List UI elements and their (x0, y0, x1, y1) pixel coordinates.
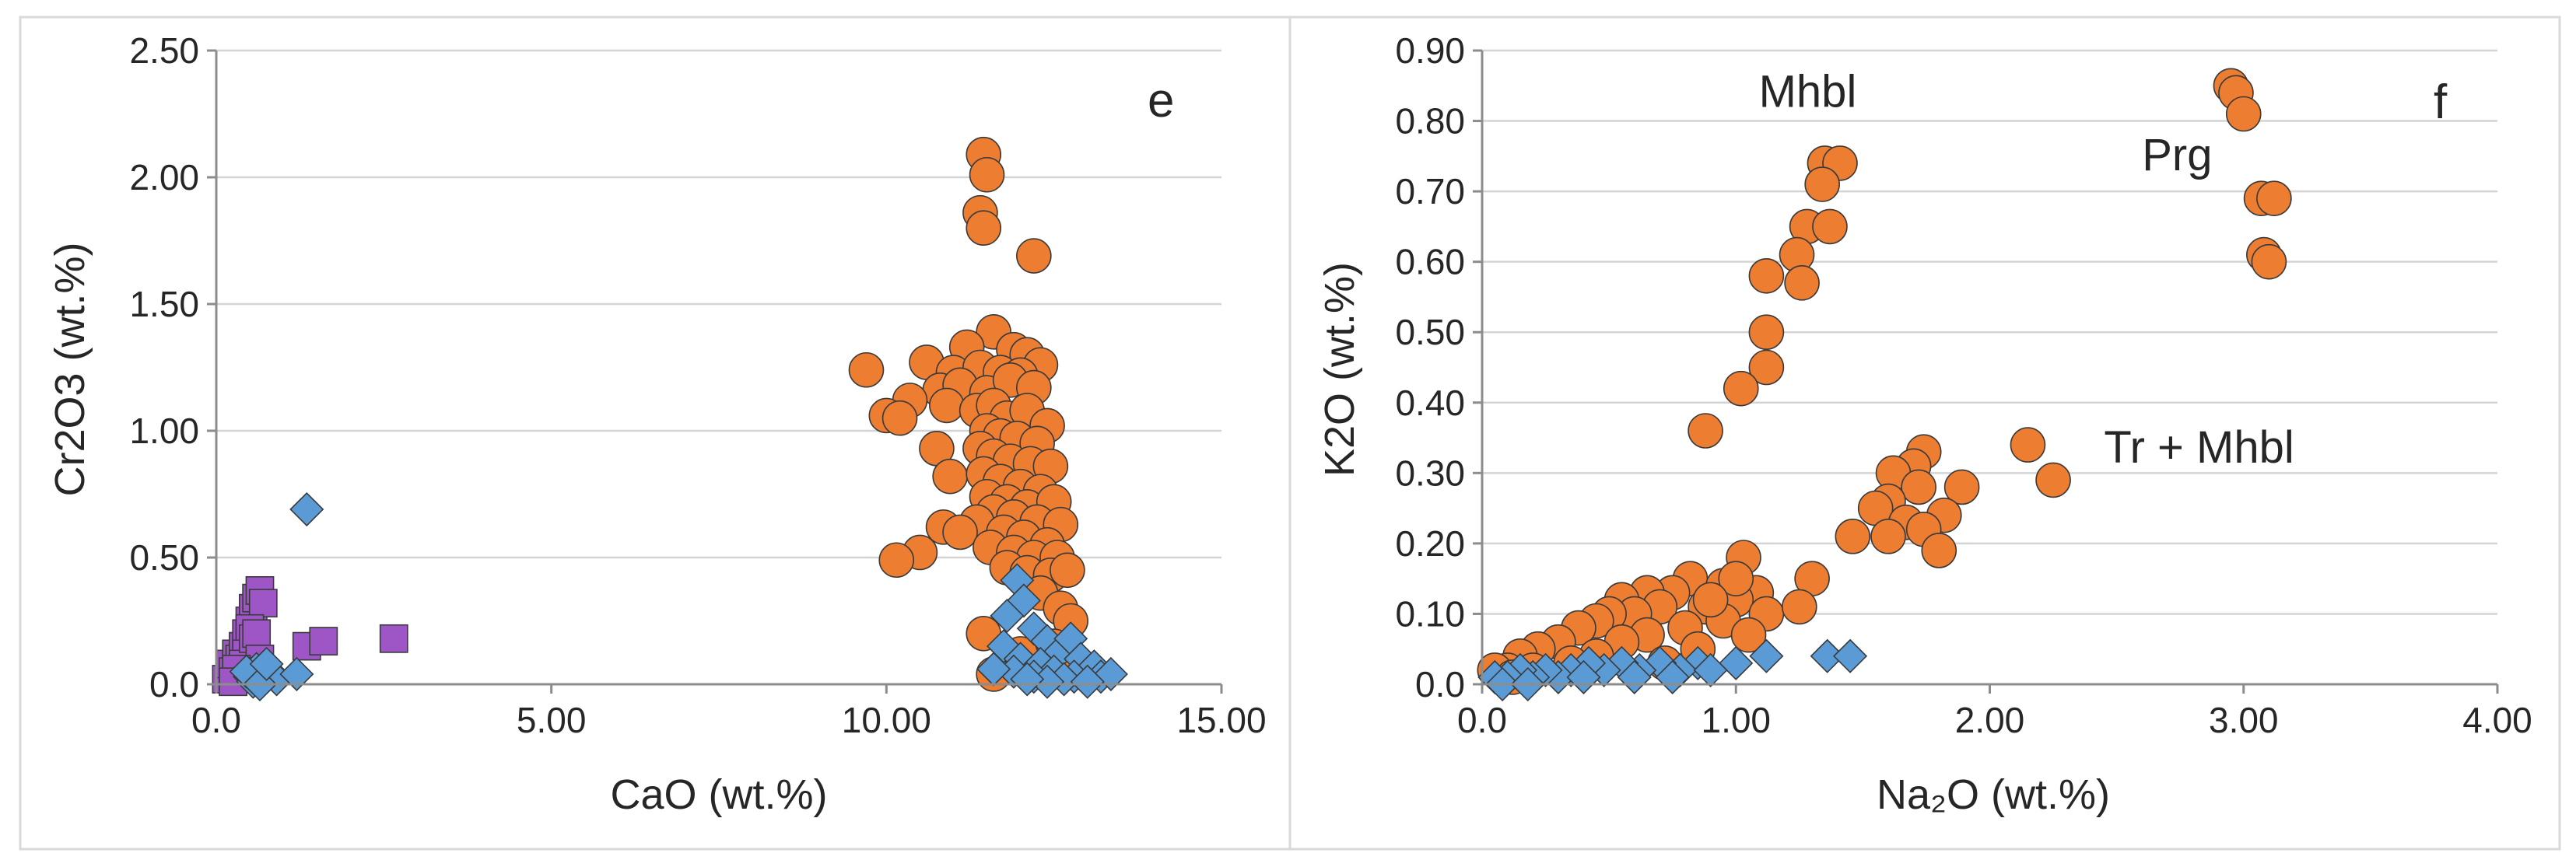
panel-f-border (1288, 16, 2561, 851)
x-tick-label-2: 10.00 (842, 700, 931, 740)
y-tick-label-2: 0.20 (1395, 523, 1465, 564)
circle-point-13 (1748, 257, 1785, 294)
y-tick-label-5: 2.50 (129, 30, 199, 71)
x-tick-label-4: 4.00 (2462, 700, 2532, 740)
circle-point-14 (1784, 265, 1820, 301)
panel-e-y-axis-title: Cr2O3 (wt.%) (47, 242, 93, 496)
circle-point-18 (1688, 413, 1723, 449)
diamond-point-22 (1070, 664, 1105, 699)
diamond-point-2 (1749, 638, 1784, 673)
circle-point-24 (929, 387, 965, 424)
circle-point-19 (2010, 427, 2046, 463)
y-tick-label-0: 0.0 (149, 664, 199, 704)
diamond-point-21 (1693, 652, 1728, 687)
x-tick-label-0: 0.0 (191, 700, 241, 740)
diamond-point-3 (990, 598, 1025, 634)
circle-point-33 (1921, 533, 1957, 568)
circle-point-15 (1748, 314, 1785, 351)
y-tick-label-3: 1.50 (129, 284, 199, 324)
circle-point-17 (1723, 370, 1759, 407)
square-point-16 (242, 619, 272, 649)
panel-f-x-axis-title: Na₂O (wt.%) (1877, 771, 2110, 818)
x-tick-label-1: 5.00 (517, 700, 587, 740)
circle-point-67 (1718, 561, 1754, 596)
circle-point-24 (1943, 469, 1980, 505)
circle-point-10 (848, 351, 885, 388)
panel-f-ticks: 0.0 0.10 0.20 0.30 0.40 0.50 0.60 0.70 0.80 0.90 0… (1395, 30, 2532, 740)
y-tick-label-1: 0.10 (1395, 593, 1465, 634)
circle-point-6 (2251, 243, 2287, 280)
diamond-point-33 (249, 646, 284, 681)
y-tick-label-9: 0.90 (1395, 30, 1465, 71)
diamond-point-1 (1833, 638, 1868, 673)
annotation-0: Mhbl (1759, 66, 1857, 117)
circle-point-53 (1730, 617, 1767, 653)
x-tick-label-1: 1.00 (1701, 700, 1771, 740)
x-tick-label-2: 2.00 (1955, 700, 2025, 740)
diamond-point-0 (1810, 638, 1845, 673)
circle-point-9 (1804, 166, 1840, 202)
y-tick-label-5: 0.50 (1395, 312, 1465, 352)
panel-e-x-axis-title: CaO (wt.%) (610, 771, 827, 818)
circle-point-1 (969, 156, 1005, 193)
x-tick-label-3: 15.00 (1176, 700, 1266, 740)
y-tick-label-6: 0.60 (1395, 242, 1465, 282)
circle-point-68 (1692, 582, 1729, 618)
circle-point-45 (1782, 589, 1817, 625)
panel-e-axes (215, 51, 1221, 686)
circle-point-23 (2035, 462, 2071, 498)
circle-point-32 (1835, 519, 1871, 554)
x-tick-label-3: 3.00 (2209, 700, 2279, 740)
circle-point-2 (2225, 96, 2262, 132)
y-tick-label-0: 0.0 (1415, 664, 1465, 704)
diamond-point-0 (289, 492, 324, 527)
x-tick-label-0: 0.0 (1457, 700, 1507, 740)
diamond-point-3 (1719, 645, 1754, 680)
y-tick-label-2: 1.00 (129, 411, 199, 451)
y-tick-label-4: 0.40 (1395, 383, 1465, 423)
annotation-2: Tr + Mhbl (2104, 422, 2294, 473)
panel-f-grid (1482, 49, 2497, 615)
circle-point-25 (1901, 469, 1936, 505)
circle-point-64 (878, 542, 915, 579)
square-point-24 (379, 624, 408, 653)
panel-f-letter: f (2434, 75, 2448, 129)
circle-point-68 (1050, 552, 1085, 589)
diamond-point-18 (1093, 656, 1128, 691)
panel-e: 0.0 0.50 1.00 1.50 2.00 2.50 0.0 5.00 10.00 15.00… (19, 16, 1292, 851)
panel-f-marks (1477, 68, 2292, 702)
circle-point-55 (942, 514, 978, 551)
circle-point-40 (932, 458, 968, 495)
square-point-11 (248, 589, 278, 618)
y-tick-label-1: 0.50 (129, 537, 199, 578)
panel-e-grid (216, 49, 1221, 559)
panel-e-letter: e (1148, 74, 1174, 128)
square-point-23 (309, 627, 338, 655)
circle-point-3 (966, 210, 1002, 246)
y-tick-label-8: 0.80 (1395, 101, 1465, 142)
panel-f-annotations: Mhbl Prg Tr + Mhbl (1759, 66, 2294, 472)
circle-point-31 (1870, 519, 1906, 554)
circle-point-23 (881, 400, 918, 436)
circle-point-16 (1748, 349, 1785, 386)
circle-point-4 (2256, 180, 2292, 216)
y-tick-label-4: 2.00 (129, 157, 199, 198)
panel-f-y-axis-title: K2O (wt.%) (1316, 262, 1363, 477)
circle-point-4 (1016, 238, 1052, 274)
y-tick-label-7: 0.70 (1395, 171, 1465, 212)
y-tick-label-3: 0.30 (1395, 453, 1465, 493)
diamond-point-23 (1010, 662, 1045, 697)
panel-e-marks (212, 136, 1128, 702)
panel-f: 0.0 0.10 0.20 0.30 0.40 0.50 0.60 0.70 0.80 0.90 0… (1288, 16, 2561, 851)
diamond-point-30 (279, 656, 314, 691)
panel-e-ticks: 0.0 0.50 1.00 1.50 2.00 2.50 0.0 5.00 10.00 15.00 (129, 30, 1266, 740)
circle-point-11 (1812, 208, 1848, 245)
annotation-1: Prg (2142, 130, 2212, 180)
